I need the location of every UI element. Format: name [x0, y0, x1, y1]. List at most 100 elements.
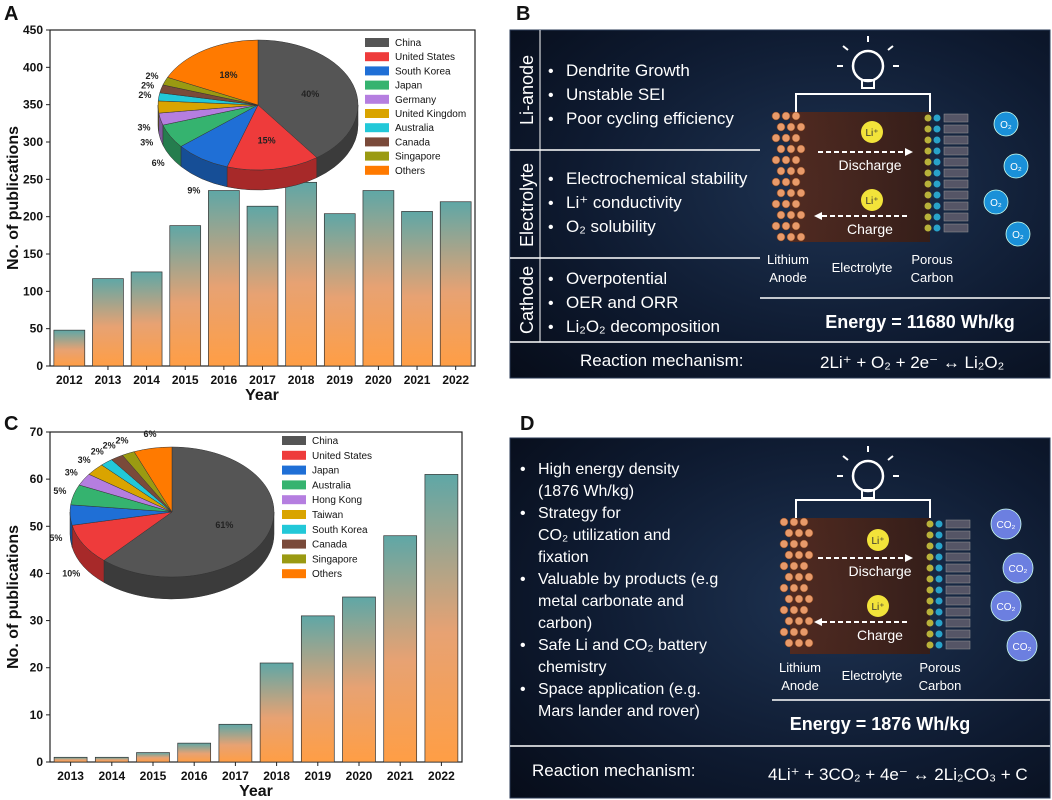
svg-text:•: •: [548, 87, 554, 104]
y-tick-label: 100: [23, 284, 43, 298]
cathode-atom: [924, 224, 932, 232]
panel-b-bullet: Unstable SEI: [566, 85, 665, 104]
pie-slice-United States: [226, 104, 318, 171]
cathode-atom: [935, 542, 943, 550]
y-tick-label: 60: [30, 472, 44, 486]
cathode-atom: [924, 147, 932, 155]
legend-entry: South Korea: [395, 66, 451, 77]
y-tick-label: 50: [30, 322, 44, 336]
legend-swatch: [365, 38, 389, 47]
panel-b: Li-anode Electrolyte Cathode • Dendrite …: [509, 29, 1051, 379]
lattice-atom: [779, 605, 789, 615]
energy-d: Energy = 1876 Wh/kg: [790, 714, 971, 734]
lattice-atom: [804, 572, 814, 582]
pie-label: 2%: [116, 435, 129, 445]
carbon-block: [945, 574, 971, 584]
lattice-atom: [784, 572, 794, 582]
lattice-atom: [789, 605, 799, 615]
legend-swatch: [282, 480, 306, 490]
x-tick-label: 2012: [56, 373, 83, 387]
legend-swatch: [282, 539, 306, 549]
li-ion-label: Li⁺: [871, 536, 884, 547]
gas-molecule: [1003, 153, 1029, 179]
li-ion-label: Li⁺: [865, 196, 878, 207]
bar-2016: [208, 190, 240, 367]
bullet-dot: •: [520, 637, 526, 654]
pie-label: 9%: [187, 186, 200, 196]
lattice-atom: [781, 199, 791, 209]
y-tick-label: 10: [30, 708, 44, 722]
gas-label: O₂: [990, 198, 1002, 209]
chart-a: 0 50 100 150 200 250 300 350 400 450 2012 2013 2014…: [5, 23, 476, 404]
cathode-label: Carbon: [919, 678, 962, 693]
lattice-atom: [796, 210, 806, 220]
pie-label: 3%: [78, 455, 91, 465]
x-tick-label: 2018: [263, 769, 290, 783]
x-tick-label: 2021: [387, 769, 414, 783]
lattice-atom: [804, 550, 814, 560]
lattice-atom: [786, 210, 796, 220]
svg-text:•: •: [548, 63, 554, 80]
li-ion-marker: [867, 529, 889, 551]
cathode-atom: [924, 125, 932, 133]
legend-swatch: [282, 465, 306, 475]
bullet-dot: •: [520, 681, 526, 698]
lattice-atom: [779, 517, 789, 527]
cathode-atom: [935, 641, 943, 649]
cathode-atom: [935, 586, 943, 594]
bar-2017: [218, 723, 253, 763]
panel-b-heading-anode: Li-anode: [517, 55, 537, 125]
x-tick-label: 2013: [57, 769, 84, 783]
chart-a-ylabel: No. of publications: [5, 126, 22, 270]
lattice-atom: [796, 166, 806, 176]
cathode-atom: [926, 597, 934, 605]
lattice-atom: [786, 144, 796, 154]
lattice-atom: [779, 583, 789, 593]
gas-molecule: [983, 189, 1009, 215]
legend-swatch: [282, 554, 306, 564]
lattice-atom: [784, 594, 794, 604]
x-tick-label: 2016: [181, 769, 208, 783]
panel-d-bullet: Strategy for: [538, 505, 621, 522]
cathode-atom: [926, 641, 934, 649]
legend-entry: Canada: [395, 137, 430, 148]
lattice-atom: [796, 144, 806, 154]
legend-entry: Australia: [395, 123, 434, 134]
bar-2019: [300, 615, 335, 763]
pie-label: 3%: [138, 122, 151, 132]
gas-label: CO₂: [1013, 642, 1032, 653]
lattice-atom: [776, 144, 786, 154]
legend-swatch: [282, 569, 306, 579]
cathode-atom: [926, 619, 934, 627]
gas-molecule: [990, 508, 1022, 540]
bar-2020: [362, 190, 395, 367]
cathode-atom: [926, 520, 934, 528]
lattice-atom: [781, 221, 791, 231]
x-tick-label: 2017: [249, 373, 276, 387]
panel-d-bullet: Mars lander and rover): [538, 703, 700, 720]
bar-2016: [177, 742, 212, 763]
panel-b-bullet: OER and ORR: [566, 293, 678, 312]
x-tick-label: 2020: [346, 769, 373, 783]
lattice-atom: [804, 616, 814, 626]
bar-2018: [285, 181, 317, 367]
legend-entry: China: [312, 436, 339, 447]
electrolyte-label: Electrolyte: [832, 260, 893, 275]
cathode-atom: [933, 180, 941, 188]
lattice-atom: [794, 528, 804, 538]
pie-label: 6%: [143, 429, 156, 439]
lattice-atom: [779, 627, 789, 637]
cathode-label: Carbon: [911, 270, 954, 285]
cathode-atom: [933, 169, 941, 177]
x-tick-label: 2013: [95, 373, 122, 387]
lattice-atom: [784, 528, 794, 538]
carbon-block: [943, 135, 969, 145]
legend-swatch: [365, 123, 389, 133]
svg-text:•: •: [548, 271, 554, 288]
lattice-atom: [789, 561, 799, 571]
x-tick-label: 2022: [442, 373, 469, 387]
cathode-atom: [924, 202, 932, 210]
lattice-atom: [771, 199, 781, 209]
chart-a-xlabel: Year: [245, 387, 279, 404]
y-tick-label: 400: [23, 60, 43, 74]
